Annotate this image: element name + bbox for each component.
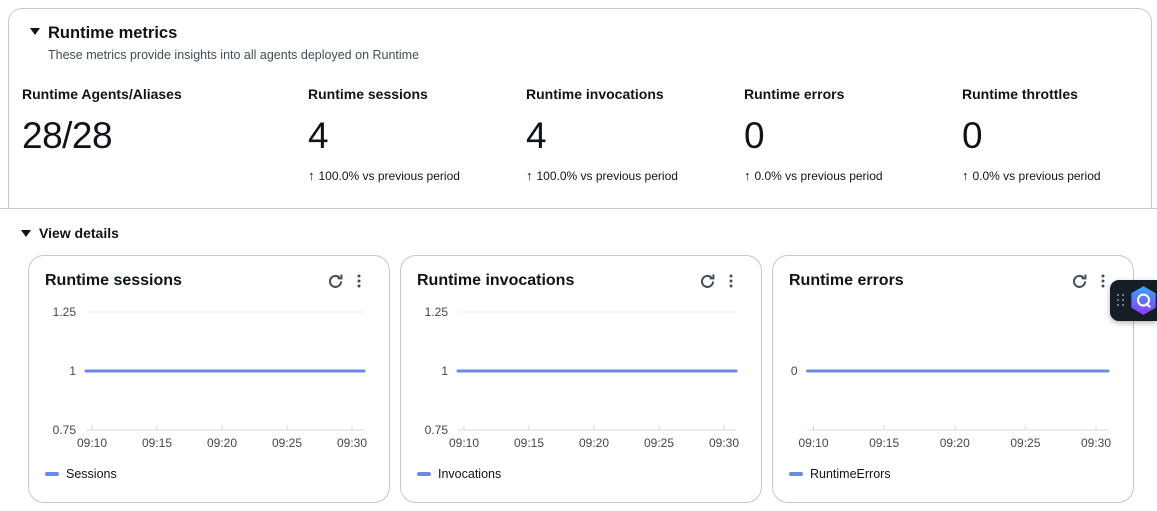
svg-text:09:15: 09:15 bbox=[142, 436, 172, 450]
kebab-menu-button[interactable] bbox=[347, 269, 371, 293]
metrics-row: Runtime Agents/Aliases 28/28 Runtime ses… bbox=[22, 84, 1151, 183]
kebab-menu-button[interactable] bbox=[719, 269, 743, 293]
svg-text:09:15: 09:15 bbox=[514, 436, 544, 450]
kebab-icon bbox=[357, 274, 361, 288]
metric-delta: ↑ 100.0% vs previous period bbox=[526, 168, 744, 183]
metric-label: Runtime Agents/Aliases bbox=[22, 86, 182, 102]
collapse-caret-icon[interactable] bbox=[22, 22, 48, 35]
metric-throttles: Runtime throttles 0 ↑ 0.0% vs previous p… bbox=[962, 84, 1151, 183]
metric-label: Runtime invocations bbox=[526, 86, 664, 102]
svg-text:0.75: 0.75 bbox=[425, 423, 449, 437]
svg-text:09:30: 09:30 bbox=[337, 436, 367, 450]
refresh-icon bbox=[328, 273, 342, 288]
collapse-caret-icon bbox=[21, 229, 31, 237]
up-arrow-icon: ↑ bbox=[308, 168, 315, 183]
metric-delta: ↑ 100.0% vs previous period bbox=[308, 168, 526, 183]
chart-title: Runtime sessions bbox=[45, 272, 182, 289]
view-details-label: View details bbox=[39, 225, 119, 241]
refresh-button[interactable] bbox=[323, 269, 347, 293]
chart-legend[interactable]: Sessions bbox=[45, 467, 117, 481]
metric-sessions: Runtime sessions 4 ↑ 100.0% vs previous … bbox=[308, 84, 526, 183]
amazon-q-widget[interactable] bbox=[1110, 280, 1157, 321]
line-chart-errors: 0 09:10 09:15 09:20 09:25 09:30 bbox=[791, 364, 1112, 450]
legend-dash-icon bbox=[789, 472, 803, 476]
svg-text:09:20: 09:20 bbox=[579, 436, 609, 450]
metric-label: Runtime errors bbox=[744, 86, 845, 102]
svg-text:09:30: 09:30 bbox=[1081, 436, 1111, 450]
svg-text:0: 0 bbox=[791, 364, 798, 378]
metric-delta: ↑ 0.0% vs previous period bbox=[962, 168, 1151, 183]
metric-value: 28/28 bbox=[22, 115, 113, 156]
svg-text:1: 1 bbox=[441, 364, 448, 378]
runtime-metrics-card: Runtime metrics These metrics provide in… bbox=[8, 8, 1152, 208]
refresh-button[interactable] bbox=[695, 269, 719, 293]
svg-text:09:15: 09:15 bbox=[869, 436, 899, 450]
legend-label: RuntimeErrors bbox=[810, 467, 891, 481]
metric-invocations: Runtime invocations 4 ↑ 100.0% vs previo… bbox=[526, 84, 744, 183]
metric-value: 0 bbox=[744, 115, 765, 156]
refresh-icon bbox=[700, 273, 714, 288]
metric-label: Runtime throttles bbox=[962, 86, 1078, 102]
up-arrow-icon: ↑ bbox=[744, 168, 751, 183]
chart-card-runtime-sessions: Runtime sessions 0.75 1 1.25 09:10 09:15 09:2… bbox=[28, 255, 390, 503]
metric-delta: ↑ 0.0% vs previous period bbox=[744, 168, 962, 183]
svg-text:09:30: 09:30 bbox=[709, 436, 739, 450]
kebab-icon bbox=[729, 274, 733, 288]
svg-text:09:10: 09:10 bbox=[449, 436, 479, 450]
drag-handle-icon[interactable] bbox=[1117, 294, 1125, 307]
svg-text:09:25: 09:25 bbox=[644, 436, 674, 450]
section-title: Runtime metrics bbox=[48, 24, 178, 42]
chart-legend[interactable]: Invocations bbox=[417, 467, 501, 481]
metric-value: 4 bbox=[308, 115, 329, 156]
metric-value: 4 bbox=[526, 115, 547, 156]
up-arrow-icon: ↑ bbox=[526, 168, 533, 183]
view-details-toggle[interactable]: View details bbox=[21, 225, 119, 241]
up-arrow-icon: ↑ bbox=[962, 168, 969, 183]
metric-label: Runtime sessions bbox=[308, 86, 428, 102]
section-divider bbox=[0, 208, 1157, 209]
svg-text:09:25: 09:25 bbox=[1010, 436, 1040, 450]
legend-label: Sessions bbox=[66, 467, 117, 481]
svg-text:1.25: 1.25 bbox=[53, 305, 77, 319]
charts-row: Runtime sessions 0.75 1 1.25 09:10 09:15 09:2… bbox=[28, 255, 1134, 503]
legend-dash-icon bbox=[45, 472, 59, 476]
delta-text: 100.0% vs previous period bbox=[318, 168, 460, 183]
svg-text:09:10: 09:10 bbox=[77, 436, 107, 450]
svg-text:1: 1 bbox=[69, 364, 76, 378]
line-chart-invocations: 0.75 1 1.25 09:10 09:15 09:20 09:25 09:30 bbox=[425, 305, 740, 450]
runtime-metrics-header[interactable]: Runtime metrics These metrics provide in… bbox=[22, 22, 1151, 63]
kebab-icon bbox=[1101, 274, 1105, 288]
line-chart-sessions: 0.75 1 1.25 09:10 09:15 09:20 09:25 09:30 bbox=[53, 305, 368, 450]
metric-errors: Runtime errors 0 ↑ 0.0% vs previous peri… bbox=[744, 84, 962, 183]
metric-agents-aliases: Runtime Agents/Aliases 28/28 bbox=[22, 84, 308, 183]
svg-text:09:10: 09:10 bbox=[798, 436, 828, 450]
svg-text:09:20: 09:20 bbox=[207, 436, 237, 450]
svg-text:09:20: 09:20 bbox=[940, 436, 970, 450]
svg-text:0.75: 0.75 bbox=[53, 423, 77, 437]
delta-text: 0.0% vs previous period bbox=[972, 168, 1101, 183]
refresh-button[interactable] bbox=[1067, 269, 1091, 293]
section-subtitle: These metrics provide insights into all … bbox=[48, 48, 420, 62]
amazon-q-icon bbox=[1131, 286, 1156, 315]
svg-text:1.25: 1.25 bbox=[425, 305, 449, 319]
svg-text:09:25: 09:25 bbox=[272, 436, 302, 450]
delta-text: 100.0% vs previous period bbox=[536, 168, 678, 183]
chart-legend[interactable]: RuntimeErrors bbox=[789, 467, 891, 481]
legend-dash-icon bbox=[417, 472, 431, 476]
delta-text: 0.0% vs previous period bbox=[754, 168, 883, 183]
chart-title: Runtime errors bbox=[789, 272, 904, 289]
chart-card-runtime-errors: Runtime errors 0 09:10 09:15 09:20 09:25 09:3… bbox=[772, 255, 1134, 503]
chart-card-runtime-invocations: Runtime invocations 0.75 1 1.25 09:10 09:15 0… bbox=[400, 255, 762, 503]
kebab-menu-button[interactable] bbox=[1091, 269, 1115, 293]
metric-value: 0 bbox=[962, 115, 983, 156]
refresh-icon bbox=[1072, 273, 1086, 288]
chart-title: Runtime invocations bbox=[417, 272, 575, 289]
legend-label: Invocations bbox=[438, 467, 502, 481]
